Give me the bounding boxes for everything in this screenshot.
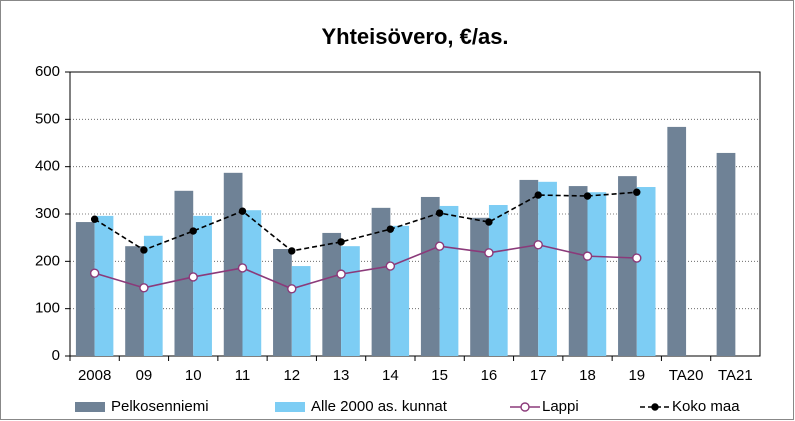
legend-label: Alle 2000 as. kunnat (311, 398, 448, 415)
bar (143, 235, 163, 356)
bar (291, 266, 311, 356)
legend-marker (651, 403, 659, 411)
marker (287, 284, 297, 294)
bar (242, 210, 262, 356)
y-tick-label: 400 (35, 158, 60, 175)
y-tick-label: 300 (35, 205, 60, 222)
bar (636, 187, 656, 356)
chart-title: Yhteisövero, €/as. (321, 24, 508, 49)
bar (341, 246, 360, 356)
bar (488, 205, 508, 356)
legend-label: Lappi (542, 398, 579, 415)
legend-label: Koko maa (672, 398, 740, 415)
marker (582, 251, 593, 261)
bar (470, 217, 489, 356)
marker (140, 246, 148, 254)
x-tick-label: 17 (530, 367, 547, 384)
marker (189, 227, 197, 235)
bar (420, 196, 440, 356)
bar (371, 207, 391, 356)
marker (90, 215, 99, 223)
bar (667, 126, 687, 356)
bar (273, 249, 292, 356)
bar (716, 152, 736, 356)
marker (188, 272, 198, 282)
bar (587, 192, 607, 356)
marker (336, 269, 346, 279)
marker (288, 247, 296, 255)
legend-marker (520, 402, 530, 412)
y-tick-label: 200 (35, 252, 60, 269)
x-tick-label: 13 (333, 367, 350, 384)
marker (485, 218, 493, 226)
marker (435, 209, 444, 217)
marker (385, 261, 396, 271)
x-tick-label: 12 (283, 367, 300, 384)
x-tick-label: 19 (628, 367, 645, 384)
marker (237, 263, 248, 273)
x-tick-label: 16 (481, 367, 498, 384)
x-tick-label: 11 (235, 367, 251, 384)
marker (632, 253, 642, 263)
x-tick-label: 18 (579, 367, 596, 384)
marker (434, 241, 445, 251)
marker (238, 207, 247, 215)
bar (538, 181, 557, 356)
marker (386, 225, 395, 233)
legend-label: Pelkosenniemi (111, 398, 209, 415)
bar (125, 246, 144, 356)
marker (337, 238, 345, 246)
bar (322, 232, 342, 356)
y-tick-label: 0 (52, 347, 60, 364)
x-tick-label: TA20 (669, 367, 704, 384)
bar (94, 215, 114, 356)
marker (139, 283, 149, 293)
marker (533, 240, 543, 250)
x-tick-label: 10 (185, 367, 202, 384)
legend-swatch (275, 402, 305, 412)
y-tick-label: 600 (35, 63, 60, 80)
marker (633, 188, 641, 196)
marker (89, 268, 100, 278)
x-tick-label: 09 (136, 367, 153, 384)
bar (75, 222, 95, 356)
x-tick-label: 15 (431, 367, 448, 384)
x-tick-label: 2008 (78, 367, 111, 384)
bar (519, 179, 539, 356)
bar (439, 205, 459, 356)
y-tick-label: 500 (35, 110, 60, 127)
legend-swatch (75, 402, 105, 412)
bar (390, 225, 410, 356)
bar (618, 176, 637, 356)
x-tick-label: 14 (382, 367, 399, 384)
marker (484, 248, 494, 258)
y-tick-label: 100 (35, 300, 60, 317)
bar (568, 186, 588, 356)
marker (534, 191, 542, 199)
x-tick-label: TA21 (718, 367, 753, 384)
bar (193, 215, 212, 356)
bar (223, 172, 243, 356)
marker (583, 192, 592, 200)
line (94, 243, 637, 290)
